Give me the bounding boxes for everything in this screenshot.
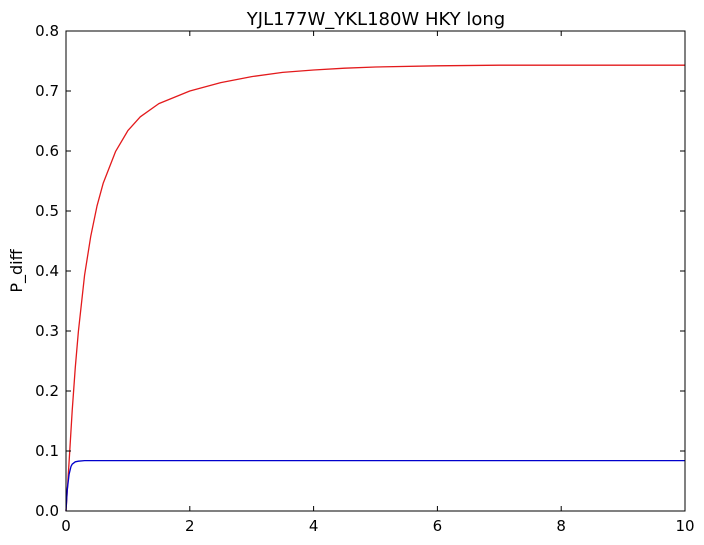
y-tick-label: 0.2 <box>35 382 59 400</box>
ticks-layer: 0 2 4 6 8 10 0.0 0.1 0.2 0.3 0.4 0.5 0.6 0.7 0.8 <box>35 22 694 535</box>
x-tick-label: 8 <box>556 517 566 535</box>
y-tick-label: 0.0 <box>35 502 59 520</box>
x-tick-label: 2 <box>185 517 195 535</box>
y-tick-label: 0.3 <box>35 322 59 340</box>
x-tick-label: 10 <box>675 517 694 535</box>
series-line-1 <box>65 64 685 512</box>
x-tick-label: 4 <box>309 517 319 535</box>
series-line-2 <box>65 459 685 512</box>
x-tick-label: 0 <box>61 517 71 535</box>
y-tick-label: 0.5 <box>35 202 59 220</box>
y-tick-label: 0.8 <box>35 22 59 40</box>
y-axis-label: P_diff <box>7 248 27 292</box>
chart-title: YJL177W_YKL180W HKY long <box>246 9 505 30</box>
y-tick-label: 0.6 <box>35 142 59 160</box>
x-tick-label: 6 <box>433 517 443 535</box>
y-tick-label: 0.1 <box>35 442 59 460</box>
y-tick-label: 0.7 <box>35 82 59 100</box>
y-tick-label: 0.4 <box>35 262 59 280</box>
series-layer <box>65 64 685 512</box>
